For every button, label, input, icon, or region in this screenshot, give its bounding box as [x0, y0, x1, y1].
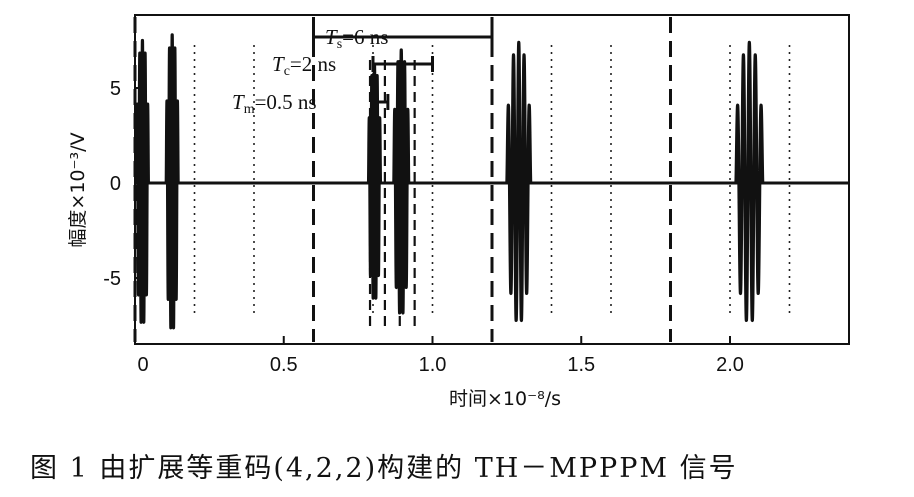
figure-caption: 图 1 由扩展等重码(4,2,2)构建的 TH－MPPPM 信号	[30, 453, 738, 484]
annotation-label: Ts=6 ns	[325, 25, 388, 52]
x-tick-label: 0	[137, 354, 148, 376]
axis-ticks: 0 0.5 1.0 1.5 2.0 5 0 -5	[103, 78, 744, 376]
pulse-burst	[392, 48, 411, 315]
plot-frame	[134, 14, 850, 345]
x-axis-label: 时间×10⁻⁸/s	[449, 388, 561, 410]
annotation-label: Tc=2 ns	[272, 52, 336, 79]
x-tick-label: 0.5	[270, 354, 298, 376]
pulse-burst	[164, 33, 180, 330]
x-tick-label: 2.0	[716, 354, 744, 376]
pulse-burst	[134, 38, 150, 324]
annotation-label: Tm=0.5 ns	[232, 90, 317, 117]
boundary-lines	[133, 17, 791, 342]
pulse-burst	[734, 40, 765, 322]
pulse-burst	[505, 40, 533, 322]
x-tick-label: 1.0	[419, 354, 447, 376]
y-tick-label: -5	[103, 268, 121, 290]
y-tick-label: 5	[110, 78, 121, 100]
y-tick-label: 0	[110, 173, 121, 195]
x-tick-label: 1.5	[567, 354, 595, 376]
y-axis-label: 幅度×10⁻³/V	[67, 132, 89, 247]
pulse-signal	[134, 33, 849, 330]
